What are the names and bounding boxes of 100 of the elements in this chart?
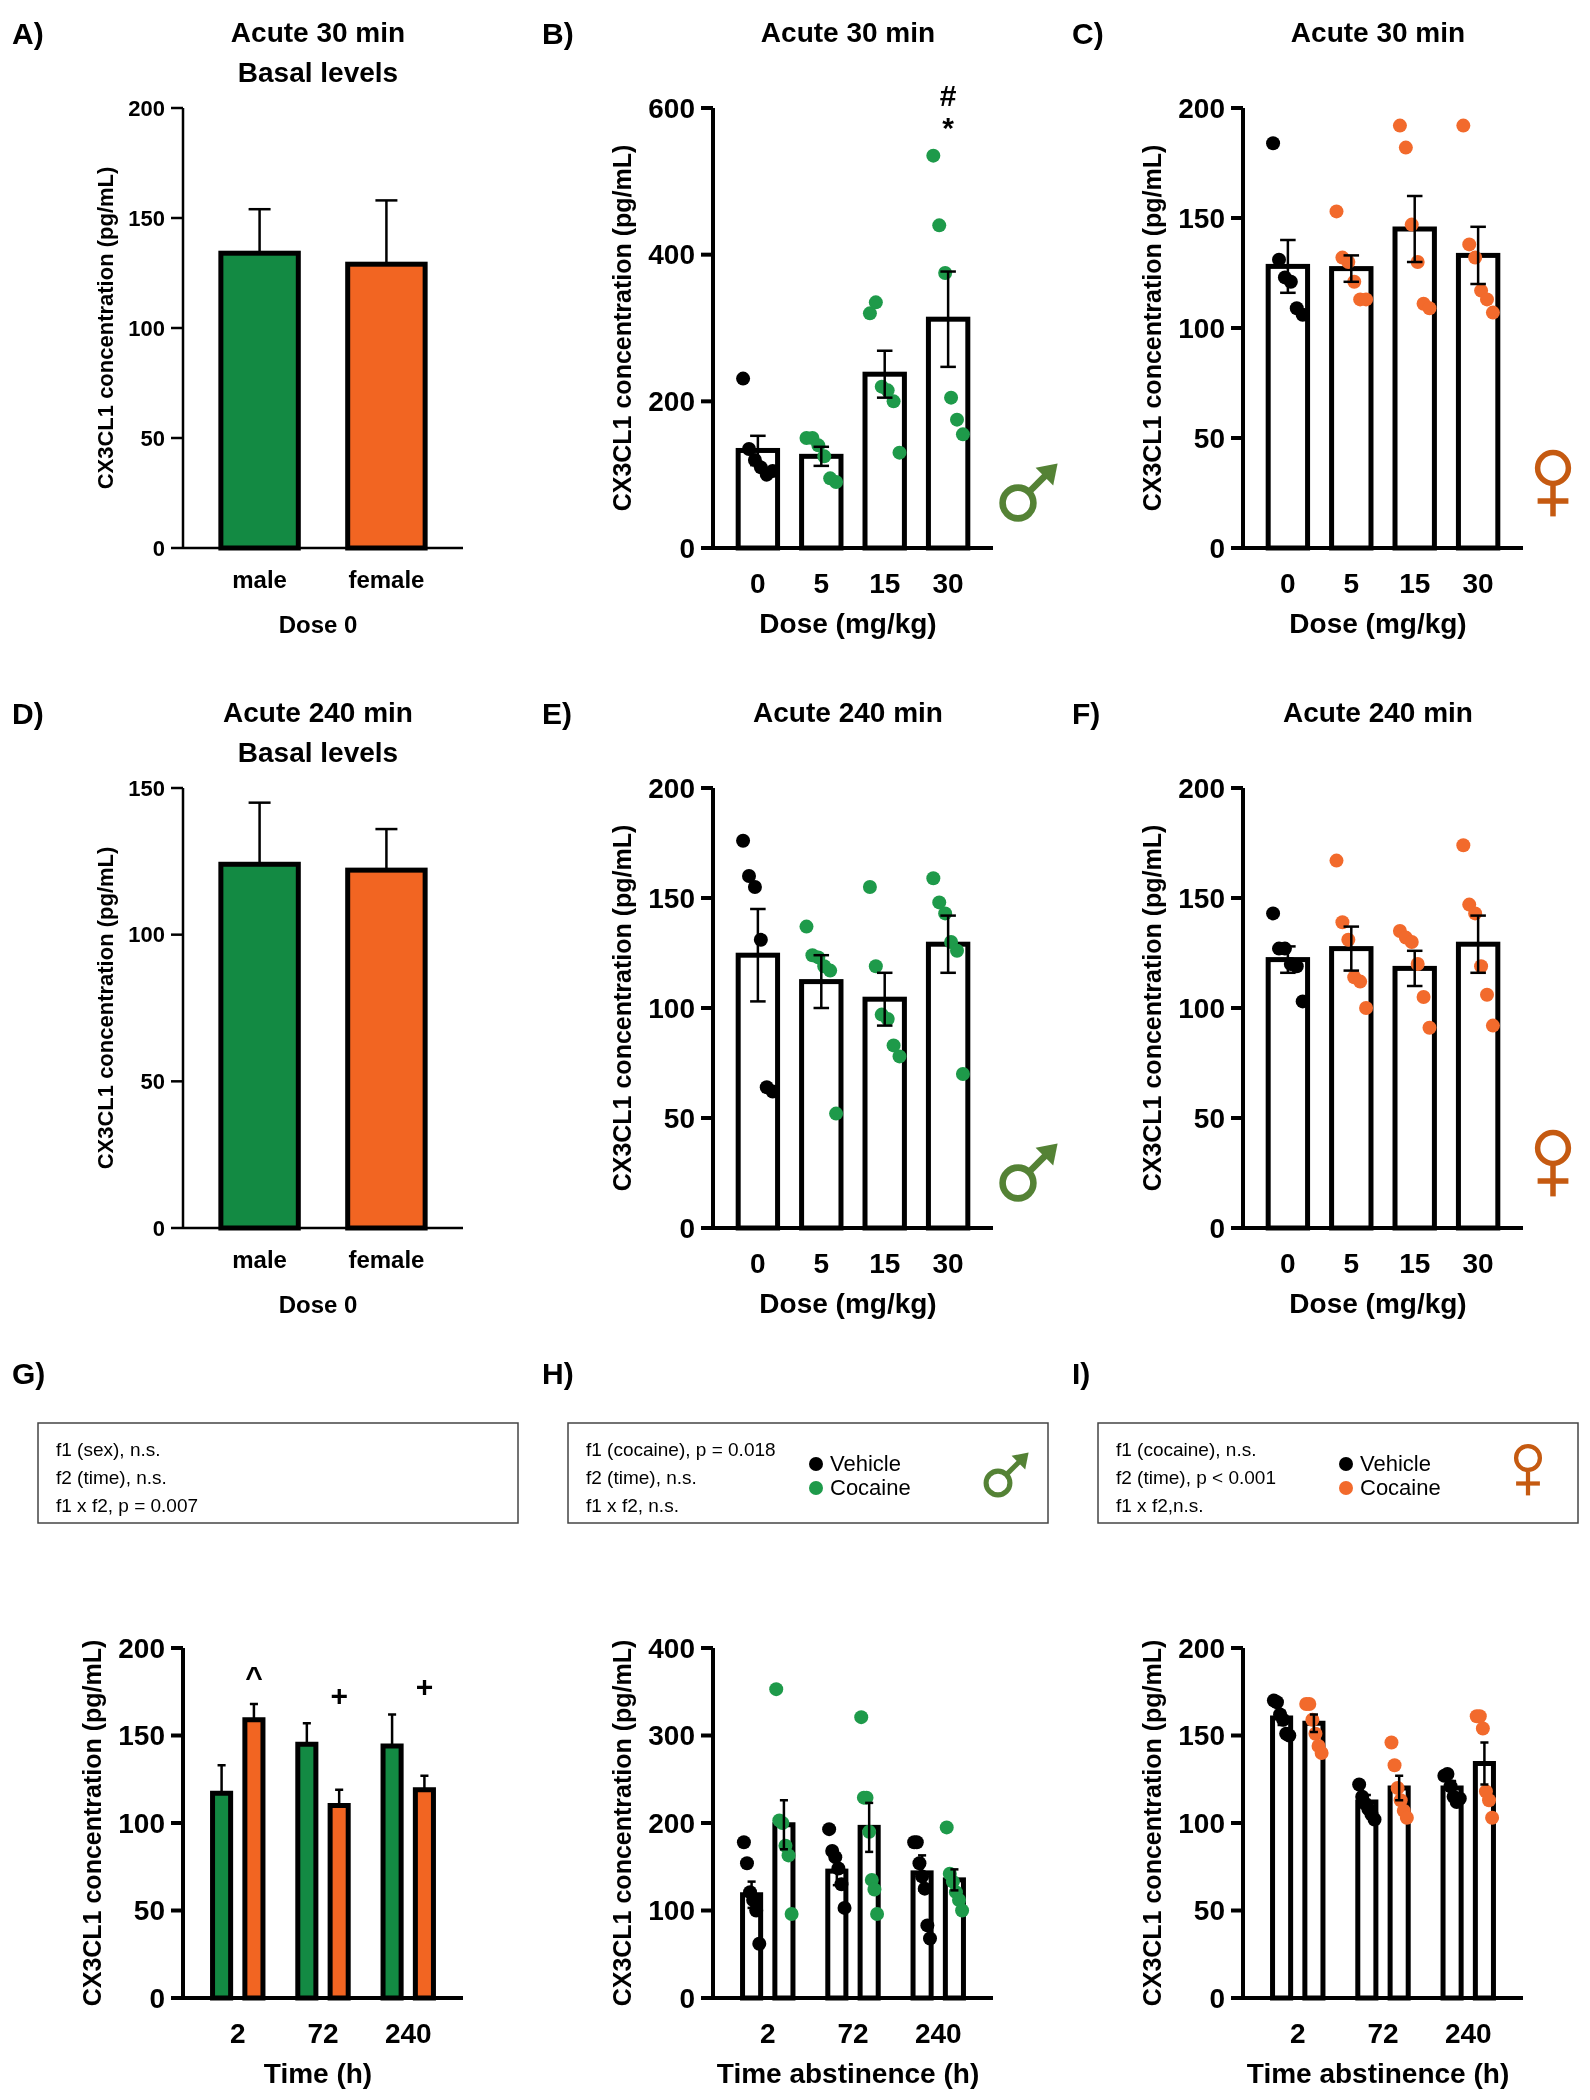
y-tick-label: 150 — [128, 205, 165, 231]
y-tick-label: 100 — [128, 315, 165, 341]
x-tick-label: 0 — [750, 1248, 766, 1279]
x-tick-label: 72 — [837, 2018, 869, 2049]
y-tick-label: 0 — [152, 1215, 165, 1241]
text: f1 (sex), n.s. — [56, 1439, 161, 1460]
y-axis-title: CX3CL1 concentration (pg/mL) — [1138, 824, 1166, 1192]
text: f2 (time), n.s. — [56, 1467, 167, 1488]
x-tick-label: 240 — [1444, 2018, 1492, 2049]
text: f1 x f2, p = 0.007 — [56, 1495, 199, 1516]
y-tick-label: 200 — [128, 95, 165, 121]
x-tick-label: 240 — [384, 2018, 432, 2049]
y-axis-title: CX3CL1 concentration (pg/mL) — [78, 1639, 106, 2007]
legend-label: Vehicle — [830, 1451, 901, 1476]
x-tick-label: 30 — [1462, 1248, 1494, 1279]
y-tick-label: 0 — [1209, 1212, 1225, 1244]
y-tick-label: 200 — [648, 772, 695, 804]
x-axis-title: Dose 0 — [278, 611, 358, 638]
x-tick-label: 72 — [307, 2018, 339, 2049]
text: f2 (time), n.s. — [586, 1467, 697, 1488]
y-tick-label: 0 — [152, 535, 165, 561]
text: I) — [1072, 1357, 1091, 1390]
y-tick-label: 200 — [1178, 1632, 1225, 1664]
x-tick-label: 72 — [1367, 2018, 1399, 2049]
y-tick-label: 150 — [118, 1720, 165, 1752]
x-axis-title: Time (h) — [263, 2058, 373, 2089]
y-axis-title: CX3CL1 concentration (pg/mL) — [93, 846, 118, 1170]
legend-label: Cocaine — [1360, 1475, 1441, 1500]
text: E) — [542, 697, 572, 730]
y-tick-label: 150 — [648, 882, 695, 914]
y-tick-label: 150 — [1178, 882, 1225, 914]
y-axis-title: CX3CL1 concentration (pg/mL) — [608, 824, 636, 1192]
y-tick-label: 50 — [133, 1895, 165, 1927]
y-tick-label: 400 — [648, 239, 695, 271]
y-tick-label: 150 — [1178, 202, 1225, 234]
x-tick-label: 2 — [229, 2018, 246, 2049]
y-tick-label: 0 — [679, 1212, 695, 1244]
y-tick-label: 50 — [1193, 1102, 1225, 1134]
chart-title: Acute 240 min — [1283, 697, 1473, 728]
y-tick-label: 0 — [1209, 532, 1225, 564]
x-tick-label: male — [232, 1246, 287, 1273]
y-tick-label: 100 — [648, 1895, 695, 1927]
text: B) — [542, 17, 574, 50]
chart-title: Acute 240 min — [223, 697, 413, 728]
y-tick-label: 200 — [648, 386, 695, 418]
y-axis-title: CX3CL1 concentration (pg/mL) — [1138, 144, 1166, 512]
x-tick-label: 30 — [932, 1248, 964, 1279]
x-tick-label: 15 — [869, 568, 901, 599]
y-tick-label: 200 — [1178, 92, 1225, 124]
text: F) — [1072, 697, 1101, 730]
x-tick-label: female — [348, 1246, 425, 1273]
y-axis-title: CX3CL1 concentration (pg/mL) — [608, 1639, 636, 2007]
y-tick-label: 300 — [648, 1720, 695, 1752]
annotation: * — [942, 111, 955, 145]
legend-label: Vehicle — [1360, 1451, 1431, 1476]
x-tick-label: female — [348, 566, 425, 593]
chart-subtitle: Basal levels — [237, 57, 399, 88]
x-tick-label: 30 — [1462, 568, 1494, 599]
x-tick-label: 5 — [1343, 568, 1360, 599]
y-axis-title: CX3CL1 concentration (pg/mL) — [93, 166, 118, 490]
text: f1 (cocaine), p = 0.018 — [586, 1439, 776, 1460]
text: f1 (cocaine), n.s. — [1116, 1439, 1257, 1460]
y-tick-label: 50 — [1193, 1895, 1225, 1927]
text: C) — [1072, 17, 1104, 50]
annotation: ^ — [245, 1659, 263, 1693]
legend-label: Cocaine — [830, 1475, 911, 1500]
x-tick-label: 2 — [1289, 2018, 1306, 2049]
x-axis-title: Dose (mg/kg) — [759, 1288, 937, 1319]
text: f1 x f2, n.s. — [586, 1495, 679, 1516]
y-tick-label: 200 — [1178, 772, 1225, 804]
y-tick-label: 0 — [149, 1982, 165, 2014]
x-tick-label: 5 — [1343, 1248, 1360, 1279]
annotation: + — [415, 1670, 434, 1703]
x-tick-label: 0 — [1280, 1248, 1296, 1279]
y-tick-label: 100 — [648, 992, 695, 1024]
y-tick-label: 100 — [128, 922, 165, 948]
x-tick-label: 2 — [759, 2018, 776, 2049]
y-tick-label: 100 — [1178, 1807, 1225, 1839]
annotation: + — [330, 1678, 348, 1712]
x-tick-label: 240 — [914, 2018, 962, 2049]
x-tick-label: male — [232, 566, 287, 593]
text: f1 x f2,n.s. — [1116, 1495, 1204, 1516]
y-axis-title: CX3CL1 concentration (pg/mL) — [608, 144, 636, 512]
y-axis-title: CX3CL1 concentration (pg/mL) — [1138, 1639, 1166, 2007]
y-tick-label: 0 — [679, 532, 695, 564]
x-tick-label: 5 — [813, 568, 830, 599]
y-tick-label: 100 — [118, 1807, 165, 1839]
chart-title: Acute 30 min — [230, 17, 406, 48]
x-tick-label: 15 — [1399, 568, 1431, 599]
x-tick-label: 30 — [932, 568, 964, 599]
text: D) — [12, 697, 44, 730]
x-axis-title: Time abstinence (h) — [1246, 2058, 1510, 2089]
y-tick-label: 50 — [663, 1102, 695, 1134]
x-tick-label: 5 — [813, 1248, 830, 1279]
chart-title: Acute 240 min — [753, 697, 943, 728]
text: G) — [12, 1357, 46, 1390]
y-tick-label: 200 — [648, 1807, 695, 1839]
x-tick-label: 0 — [1280, 568, 1296, 599]
text: f2 (time), p < 0.001 — [1116, 1467, 1276, 1488]
text: A) — [12, 17, 44, 50]
